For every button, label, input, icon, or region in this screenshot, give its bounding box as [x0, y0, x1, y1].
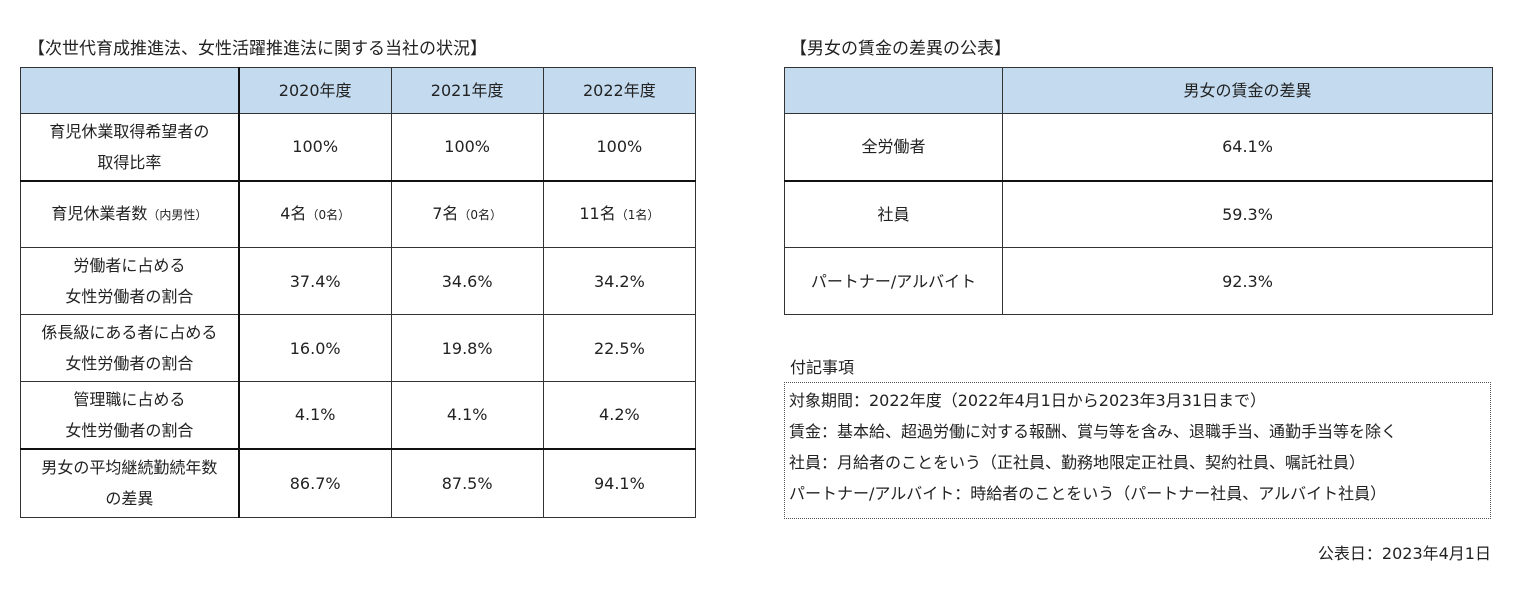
notes-title: 付記事項 [790, 358, 855, 377]
wage-gap-table: 男女の賃金の差異 全労働者 64.1% 社員 59.3% パートナー/アルバイト… [784, 67, 1493, 315]
table-row: 育児休業取得希望者の 取得比率 100% 100% 100% [19, 113, 697, 181]
cell-value: 92.3% [1002, 247, 1493, 315]
header-wage-gap: 男女の賃金の差異 [1002, 67, 1493, 114]
cell-value: 87.5% [390, 447, 544, 518]
row-label: 管理職に占める 女性労働者の割合 [19, 381, 240, 449]
table-row: 育児休業者数（内男性） 4名（0名） 7名（0名） 11名（1名） [19, 179, 697, 248]
cell-value: 100% [238, 113, 392, 181]
row-label: 労働者に占める 女性労働者の割合 [19, 247, 240, 315]
cell-value: 34.2% [542, 247, 697, 315]
cell-value: 7名（0名） [390, 179, 544, 248]
row-label: 社員 [784, 179, 1003, 248]
left-section-title: 【次世代育成推進法、女性活躍推進法に関する当社の状況】 [28, 39, 487, 59]
right-section-title: 【男女の賃金の差異の公表】 [790, 39, 1011, 59]
cell-value: 4.1% [390, 381, 544, 449]
row-label: 育児休業取得希望者の 取得比率 [19, 113, 240, 181]
table-row: 係長級にある者に占める 女性労働者の割合 16.0% 19.8% 22.5% [19, 314, 697, 382]
note-line: 社員：月給者のことをいう（正社員、勤務地限定正社員、契約社員、嘱託社員） [789, 453, 1366, 472]
header-2022: 2022年度 [542, 67, 697, 114]
cell-value: 19.8% [390, 314, 544, 382]
cell-value: 37.4% [238, 247, 392, 315]
cell-value: 22.5% [542, 314, 697, 382]
header-2021: 2021年度 [390, 67, 544, 114]
cell-value: 64.1% [1002, 113, 1493, 181]
cell-value: 4.1% [238, 381, 392, 449]
cell-value: 86.7% [238, 447, 392, 518]
table-header-row: 男女の賃金の差異 [784, 67, 1493, 114]
cell-value: 59.3% [1002, 179, 1493, 248]
cell-value: 16.0% [238, 314, 392, 382]
table-header-row: 2020年度 2021年度 2022年度 [19, 67, 697, 114]
table-row: 男女の平均継続勤続年数 の差異 86.7% 87.5% 94.1% [19, 447, 697, 518]
cell-value: 11名（1名） [542, 179, 697, 248]
row-label: 男女の平均継続勤続年数 の差異 [19, 447, 240, 518]
cell-value: 100% [390, 113, 544, 181]
cell-value: 4.2% [542, 381, 697, 449]
header-blank [19, 67, 240, 114]
header-2020: 2020年度 [238, 67, 392, 114]
note-line: 賃金：基本給、超過労働に対する報酬、賞与等を含み、退職手当、通勤手当等を除く [789, 422, 1398, 441]
table-row: 全労働者 64.1% [784, 113, 1493, 181]
cell-value: 94.1% [542, 447, 697, 518]
row-label: 全労働者 [784, 113, 1003, 181]
table-row: 社員 59.3% [784, 179, 1493, 248]
note-line: パートナー/アルバイト：時給者のことをいう（パートナー社員、アルバイト社員） [789, 484, 1387, 503]
table-row: 管理職に占める 女性労働者の割合 4.1% 4.1% 4.2% [19, 381, 697, 449]
notes-box: 対象期間：2022年度（2022年4月1日から2023年3月31日まで） 賃金：… [784, 382, 1491, 519]
note-line: 対象期間：2022年度（2022年4月1日から2023年3月31日まで） [789, 391, 1267, 410]
policy-status-table: 2020年度 2021年度 2022年度 育児休業取得希望者の 取得比率 100%… [19, 67, 697, 518]
row-label: 育児休業者数（内男性） [19, 179, 240, 248]
publication-date: 公表日：2023年4月1日 [1317, 544, 1491, 563]
header-blank [784, 67, 1003, 114]
cell-value: 34.6% [390, 247, 544, 315]
cell-value: 4名（0名） [238, 179, 392, 248]
row-label: パートナー/アルバイト [784, 247, 1003, 315]
table-row: パートナー/アルバイト 92.3% [784, 247, 1493, 315]
table-row: 労働者に占める 女性労働者の割合 37.4% 34.6% 34.2% [19, 247, 697, 315]
row-label: 係長級にある者に占める 女性労働者の割合 [19, 314, 240, 382]
cell-value: 100% [542, 113, 697, 181]
